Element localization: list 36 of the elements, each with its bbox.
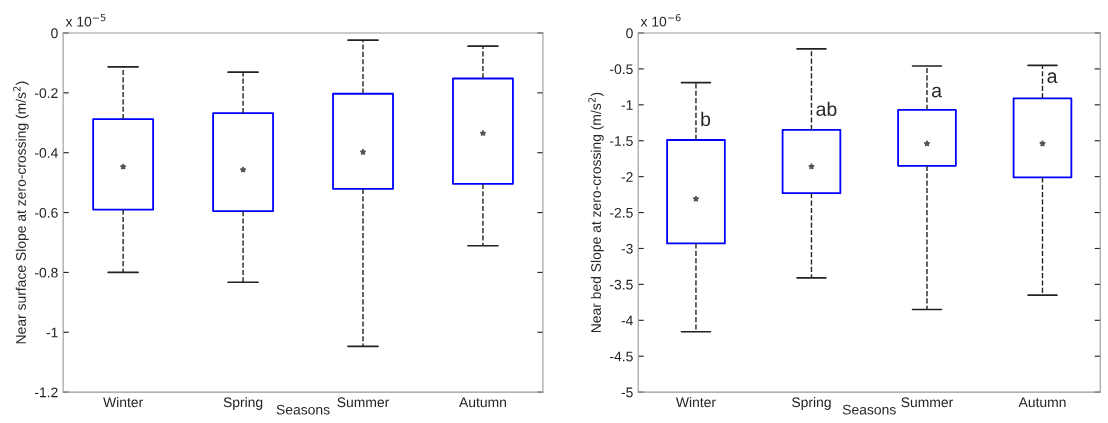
y-tick-label: -2.5 [610, 207, 633, 218]
x-tick-label: Spring [223, 396, 263, 410]
y-tick-label: -1 [46, 327, 58, 338]
annotation: ab [816, 101, 837, 117]
annotation: a [1047, 72, 1058, 84]
y-tick-label: 0 [626, 28, 633, 39]
y-tick-label: -1 [621, 100, 633, 110]
x-axis-title: Seasons [276, 404, 330, 415]
annotation: a [931, 86, 942, 98]
x-axis-title: Seasons [842, 404, 896, 415]
text: x 10$^{−5}$ [65, 14, 106, 27]
y-tick-label: -0.5 [610, 64, 633, 75]
y-axis-title: Near bed Slope at zero-crossing (m/s$^{2}$) [588, 92, 604, 333]
y-tick-label: -4.5 [610, 351, 633, 362]
text: x 10$^{−6}$ [640, 13, 681, 27]
x-tick-label: Summer [901, 397, 953, 408]
y-tick-label: -5 [621, 387, 633, 398]
x-tick-label: Autumn [459, 397, 506, 408]
y-tick-label: -3.5 [610, 279, 633, 290]
y-axis-title: Near surface Slope at zero-crossing (m/s$^{2}$) [13, 81, 29, 344]
y-tick-label: -0.8 [34, 267, 58, 278]
y-tick-label: 0 [51, 28, 58, 39]
y-tick-label: -0.6 [34, 207, 58, 218]
y-tick-label: -3 [621, 243, 633, 254]
x-tick-label: Winter [103, 396, 143, 408]
x-tick-label: Spring [792, 396, 831, 410]
x-tick-label: Autumn [1018, 397, 1066, 408]
x-tick-label: Winter [675, 396, 716, 408]
y-tick-label: -0.2 [34, 88, 58, 99]
x-tick-label: Summer [337, 397, 390, 408]
y-tick-label: -0.4 [34, 148, 58, 158]
y-tick-label: -1.2 [34, 387, 58, 398]
annotation: b [701, 111, 711, 127]
y-tick-label: -4 [621, 315, 633, 326]
y-tick-label: -2 [621, 171, 633, 182]
y-tick-label: -1.5 [610, 136, 633, 146]
